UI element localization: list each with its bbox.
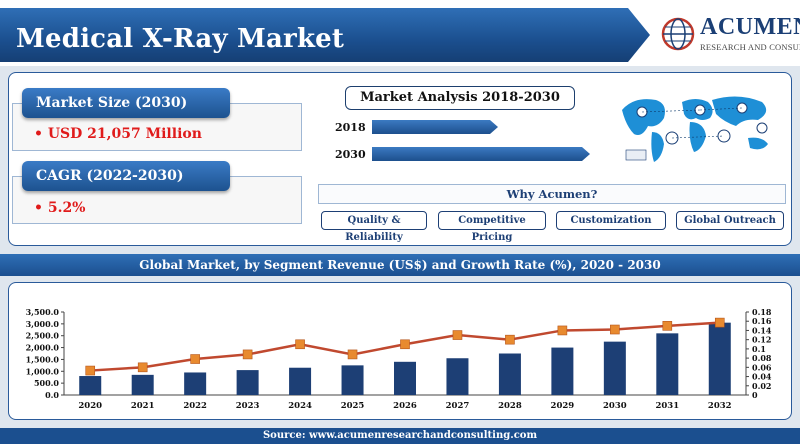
bar-2028 xyxy=(498,353,521,395)
x-tick-label: 2031 xyxy=(655,401,679,411)
cagr-value: • 5.2% xyxy=(34,200,86,216)
y-right-tick-label: 0.18 xyxy=(752,307,772,317)
logo-subtitle: RESEARCH AND CONSULTING xyxy=(700,42,800,52)
bar-2022 xyxy=(184,372,207,395)
x-tick-label: 2026 xyxy=(393,401,417,411)
x-tick-label: 2020 xyxy=(78,401,102,411)
y-right-tick-label: 0.14 xyxy=(752,325,772,335)
growth-marker-2032 xyxy=(714,317,725,328)
y-right-tick-label: 0.16 xyxy=(752,316,772,326)
bar-2030 xyxy=(603,341,626,395)
bar-2024 xyxy=(289,367,312,395)
bar-2021 xyxy=(131,374,154,395)
y-left-tick-label: 500.0 xyxy=(34,378,59,388)
x-tick-label: 2023 xyxy=(236,401,260,411)
y-right-tick-label: 0.04 xyxy=(752,372,772,382)
revenue-growth-chart: 0.0 500.0 1,000.0 1,500.02,000.0 2,500.0 3,00… xyxy=(26,307,772,411)
segment-chart-title: Global Market, by Segment Revenue (US$) … xyxy=(0,254,800,276)
globe-logo-icon xyxy=(661,17,695,51)
market-size-label: Market Size (2030) xyxy=(22,88,230,118)
growth-marker-2028 xyxy=(505,334,515,345)
page-title: Medical X-Ray Market xyxy=(16,24,345,54)
source-footer: Source: www.acumenresearchandconsulting.… xyxy=(0,428,800,444)
growth-marker-2023 xyxy=(242,349,253,360)
analysis-year-2030: 2030 xyxy=(335,148,366,161)
bar-2025 xyxy=(341,365,364,395)
y-right-tick-label: 0.08 xyxy=(752,353,772,363)
bar-2023 xyxy=(236,370,259,395)
market-size-value-text: USD 21,057 Million xyxy=(47,126,202,142)
bar-2029 xyxy=(551,347,574,395)
market-analysis-title: Market Analysis 2018-2030 xyxy=(345,86,575,110)
x-tick-label: 2029 xyxy=(551,401,575,411)
pill-customization: Customization xyxy=(556,211,666,230)
y-left-tick-label: 1,500.0 xyxy=(26,354,60,364)
analysis-arrow-2030 xyxy=(372,147,590,161)
title-banner: Medical X-Ray Market xyxy=(0,8,650,62)
y-right-tick-label: 0.12 xyxy=(752,335,771,345)
x-tick-label: 2028 xyxy=(498,401,522,411)
y-right-tick-label: 0.1 xyxy=(752,344,766,354)
x-tick-label: 2022 xyxy=(183,401,207,411)
growth-marker-2025 xyxy=(347,349,358,360)
y-left-tick-label: 2,000.0 xyxy=(26,343,60,353)
bar-2031 xyxy=(656,333,679,395)
pill-global-outreach: Global Outreach xyxy=(676,211,784,230)
acumen-logo: ACUMEN RESEARCH AND CONSULTING xyxy=(660,14,800,56)
y-left-tick-label: 3,000.0 xyxy=(26,319,60,329)
market-size-value: • USD 21,057 Million xyxy=(34,126,202,142)
why-acumen-title: Why Acumen? xyxy=(318,184,786,204)
y-left-tick-label: 2,500.0 xyxy=(26,331,60,341)
world-map-illustration xyxy=(622,96,768,162)
analysis-year-2018: 2018 xyxy=(335,121,366,134)
bar-2032 xyxy=(708,322,731,395)
growth-marker-2030 xyxy=(610,324,620,335)
growth-marker-2020 xyxy=(85,365,96,376)
y-right-tick-label: 0 xyxy=(752,390,758,400)
x-tick-label: 2025 xyxy=(341,401,365,411)
growth-marker-2031 xyxy=(662,321,673,331)
y-left-tick-label: 1,000.0 xyxy=(26,366,60,376)
logo-name: ACUMEN xyxy=(700,14,800,40)
growth-marker-2027 xyxy=(452,330,463,340)
x-tick-label: 2021 xyxy=(131,401,155,411)
y-left-tick-label: 0.0 xyxy=(45,390,59,400)
pill-quality-reliability: Quality & Reliability xyxy=(321,211,427,243)
x-tick-label: 2027 xyxy=(446,401,470,411)
x-tick-label: 2024 xyxy=(288,401,312,411)
bar-2027 xyxy=(446,358,469,395)
y-left-tick-label: 3,500.0 xyxy=(26,307,60,317)
growth-marker-2026 xyxy=(400,339,410,350)
y-right-tick-label: 0.06 xyxy=(752,362,772,372)
y-right-tick-label: 0.02 xyxy=(752,381,771,391)
growth-marker-2024 xyxy=(295,339,305,350)
pill-competitive-pricing: Competitive Pricing xyxy=(438,211,546,243)
x-tick-label: 2032 xyxy=(708,401,732,411)
growth-marker-2029 xyxy=(557,325,568,336)
analysis-arrow-2018 xyxy=(372,120,498,134)
growth-marker-2021 xyxy=(137,362,148,373)
cagr-value-text: 5.2% xyxy=(47,200,86,216)
x-tick-label: 2030 xyxy=(603,401,627,411)
bar-2026 xyxy=(394,361,416,395)
growth-marker-2022 xyxy=(190,354,200,364)
bar-2020 xyxy=(79,376,102,395)
cagr-label: CAGR (2022-2030) xyxy=(22,161,230,191)
